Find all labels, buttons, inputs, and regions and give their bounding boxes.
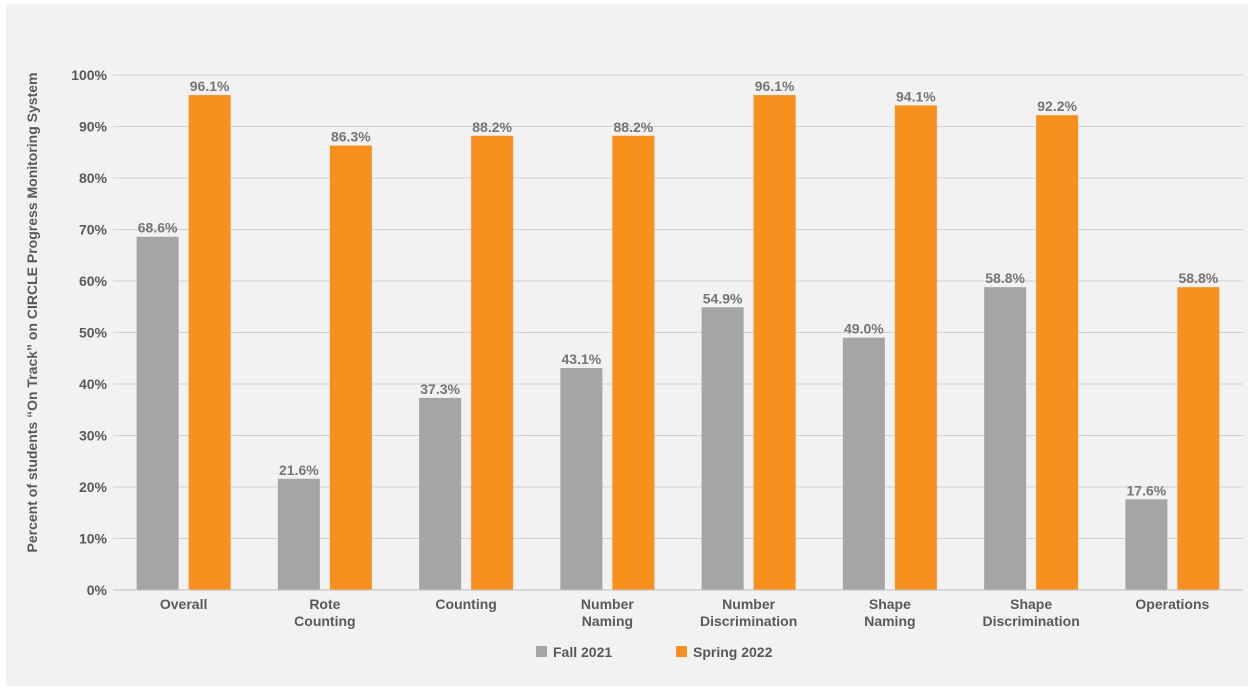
data-label: 58.8% [985, 270, 1025, 286]
legend-swatch-spring-2022 [676, 646, 687, 657]
x-category-label: Naming [864, 613, 915, 629]
data-label: 58.8% [1179, 270, 1219, 286]
bar-fall-2021 [701, 307, 744, 590]
y-tick-label: 10% [79, 531, 108, 547]
data-label: 54.9% [703, 290, 743, 306]
y-axis-title: Percent of students “On Track” on CIRCLE… [24, 73, 40, 553]
x-category-label: Rote [309, 596, 340, 612]
x-category-label: Overall [160, 596, 207, 612]
data-label: 88.2% [614, 119, 654, 135]
x-category-label: Shape [1010, 596, 1052, 612]
y-tick-label: 100% [71, 67, 107, 83]
legend-label: Spring 2022 [693, 644, 773, 660]
x-category-label: Discrimination [700, 613, 797, 629]
legend: Fall 2021 Spring 2022 [536, 644, 773, 660]
x-category-label: Number [722, 596, 775, 612]
bar-spring-2022 [188, 95, 231, 591]
bar-chart: 0% 10% 20% 30% 40% 50% 60% 70% 80% 90% 100% Overal… [24, 67, 1243, 660]
data-label: 96.1% [190, 78, 230, 94]
x-category-label: Operations [1135, 596, 1209, 612]
bar-spring-2022 [612, 135, 655, 590]
legend-label: Fall 2021 [553, 644, 612, 660]
bar-spring-2022 [329, 145, 372, 590]
y-tick-label: 30% [79, 428, 108, 444]
y-tick-label: 80% [79, 170, 108, 186]
x-category-label: Discrimination [983, 613, 1080, 629]
y-tick-label: 60% [79, 273, 108, 289]
data-label: 92.2% [1037, 98, 1077, 114]
y-tick-label: 50% [79, 325, 108, 341]
bar-fall-2021 [842, 337, 885, 590]
data-label: 86.3% [331, 129, 371, 145]
bars [136, 95, 1220, 591]
y-tick-label: 70% [79, 222, 108, 238]
y-tick-label: 90% [79, 119, 108, 135]
bar-fall-2021 [419, 397, 462, 590]
bar-spring-2022 [1177, 287, 1220, 590]
data-label: 96.1% [755, 78, 795, 94]
bar-fall-2021 [1125, 499, 1168, 590]
bar-fall-2021 [560, 368, 603, 590]
y-tick-label: 0% [87, 582, 108, 598]
bar-spring-2022 [894, 105, 937, 590]
data-label: 68.6% [138, 220, 178, 236]
bar-spring-2022 [471, 135, 514, 590]
data-label: 17.6% [1127, 482, 1167, 498]
bar-spring-2022 [753, 95, 796, 591]
chart-frame: 0% 10% 20% 30% 40% 50% 60% 70% 80% 90% 100% Overal… [6, 4, 1248, 686]
data-label: 37.3% [420, 381, 460, 397]
data-label: 94.1% [896, 88, 936, 104]
data-labels: 68.6% 96.1% 21.6% 86.3% 37.3% 88.2% 43.1% 88.2%… [138, 78, 1219, 498]
legend-swatch-fall-2021 [536, 646, 547, 657]
x-category-label: Counting [294, 613, 355, 629]
data-label: 21.6% [279, 462, 319, 478]
data-label: 43.1% [562, 351, 602, 367]
y-tick-label: 20% [79, 479, 108, 495]
y-axis-ticks: 0% 10% 20% 30% 40% 50% 60% 70% 80% 90% 100% [71, 67, 107, 598]
bar-spring-2022 [1036, 115, 1079, 591]
y-tick-label: 40% [79, 376, 108, 392]
x-category-label: Naming [582, 613, 633, 629]
x-category-label: Shape [869, 596, 911, 612]
x-category-label: Counting [435, 596, 496, 612]
data-label: 49.0% [844, 321, 884, 337]
x-category-label: Number [581, 596, 634, 612]
bar-fall-2021 [277, 478, 320, 590]
bar-fall-2021 [136, 236, 179, 590]
data-label: 88.2% [472, 119, 512, 135]
bar-fall-2021 [984, 287, 1027, 590]
